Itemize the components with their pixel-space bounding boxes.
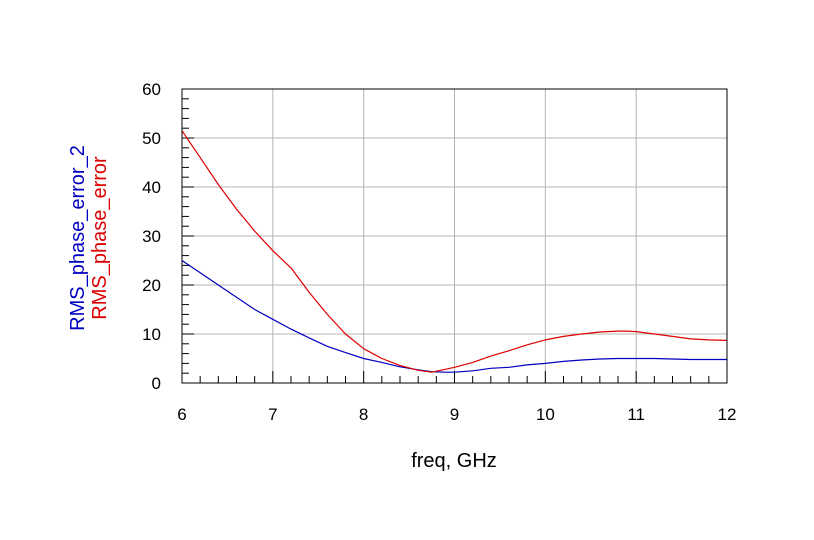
x-tick-label: 8 — [359, 405, 368, 424]
y-axis-title-series-2: RMS_phase_error_2 — [67, 145, 89, 331]
y-tick-label: 60 — [142, 80, 161, 99]
x-tick-label: 7 — [268, 405, 277, 424]
y-tick-label: 40 — [142, 178, 161, 197]
y-tick-label: 50 — [142, 129, 161, 148]
x-tick-label: 12 — [718, 405, 737, 424]
series-line-rms-phase-error — [181, 130, 728, 373]
y-tick-label: 30 — [142, 227, 161, 246]
x-tick-label: 10 — [536, 405, 555, 424]
y-axis-title-series-1: RMS_phase_error — [89, 156, 111, 320]
gridlines — [182, 89, 727, 383]
y-tick-label: 0 — [152, 374, 161, 393]
series-line-rms-phase-error-2 — [181, 260, 727, 373]
tick-labels: 6 7 8 9 10 11 12 0 10 20 30 40 50 60 — [142, 80, 736, 424]
x-tick-label: 11 — [627, 405, 645, 424]
x-tick-label: 6 — [177, 405, 186, 424]
series-lines — [181, 130, 728, 373]
plot-area — [181, 88, 728, 384]
y-tick-label: 20 — [142, 276, 161, 295]
x-tick-label: 9 — [450, 405, 459, 424]
y-tick-label: 10 — [142, 325, 161, 344]
x-axis-title: freq, GHz — [411, 450, 497, 472]
axes — [181, 88, 728, 384]
